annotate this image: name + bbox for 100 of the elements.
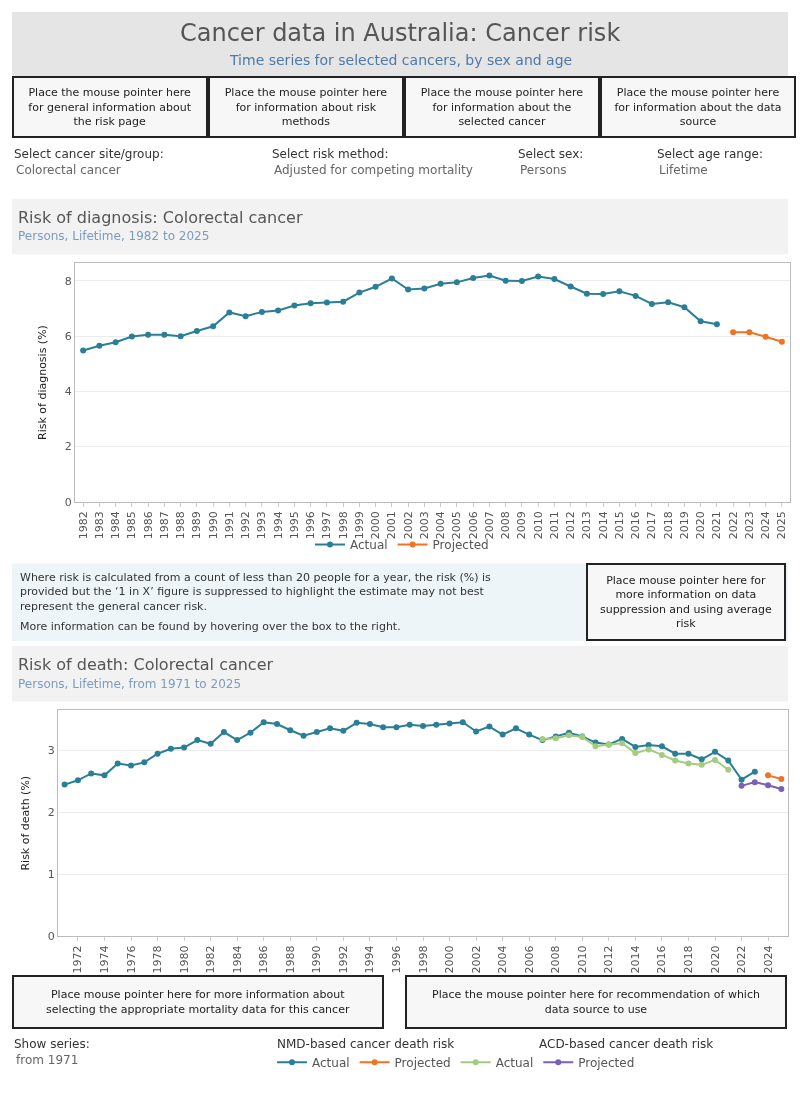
x-tick-label: 1990 [310, 945, 324, 974]
y-axis-title: Risk of diagnosis (%) [36, 325, 50, 441]
point [74, 777, 81, 784]
point [499, 731, 506, 738]
point [80, 347, 87, 354]
point [96, 342, 103, 349]
point [260, 719, 267, 726]
x-tick-label: 2000 [369, 511, 383, 540]
text: Where risk is calculated from a count of less than 20 people for a year, the risk (%) is provided but the ‘1 in X’ figure is suppressed to highlight the estimate may not best represent the general cancer risk. [20, 571, 492, 613]
x-tick-label: 1982 [76, 511, 90, 540]
x-tick-label: 1990 [206, 511, 220, 540]
point [658, 751, 665, 758]
point [778, 776, 785, 783]
x-tick-label: 2005 [450, 511, 464, 540]
x-tick-label: 2008 [549, 945, 563, 974]
text: Place the mouse pointer here for recommendation of which data source to use [432, 988, 760, 1016]
x-tick-label: 1996 [304, 511, 318, 540]
point [725, 757, 732, 764]
x-tick-label: 2001 [385, 511, 399, 540]
point [340, 298, 347, 305]
x-tick-label: 2011 [547, 511, 561, 540]
x-tick-label: 2025 [775, 511, 789, 540]
text: Place the mouse pointer here for general information about the risk page [28, 86, 192, 128]
point [420, 722, 426, 729]
point [405, 286, 412, 293]
point [128, 762, 134, 769]
point [372, 283, 379, 290]
point [685, 760, 692, 767]
text: Place mouse pointer here for more information about selecting the appropriate mortality data for this cancer [46, 988, 350, 1016]
point [193, 327, 200, 334]
point [518, 277, 525, 284]
point [220, 729, 227, 736]
point [470, 274, 477, 281]
x-tick-label: 2006 [466, 511, 480, 540]
text: Time series for selected cancers, by sex and age [229, 52, 573, 68]
text: NMD-based cancer death risk [277, 1037, 455, 1051]
y-tick-label: 0 [64, 495, 72, 509]
point [300, 732, 307, 739]
x-tick-label: 2010 [575, 945, 589, 974]
x-tick-label: 2023 [742, 511, 756, 540]
x-tick-label: 1976 [124, 945, 138, 974]
point [406, 721, 413, 728]
x-tick-label: 1987 [157, 511, 171, 540]
chart-subtitle: Persons, Lifetime, from 1971 to 2025 [18, 677, 242, 691]
point [751, 768, 758, 775]
x-tick-label: 2014 [628, 945, 642, 974]
text: ACD-based cancer death risk [539, 1037, 714, 1051]
point [592, 743, 599, 750]
point [453, 279, 460, 286]
point [353, 719, 360, 726]
x-tick-label: 1994 [363, 945, 377, 974]
point [616, 288, 623, 295]
x-tick-label: 2009 [515, 511, 529, 540]
point [393, 724, 400, 731]
x-tick-label: 2008 [499, 511, 513, 540]
text: More information can be found by hovering over the box to the right. [20, 620, 401, 633]
x-tick-label: 1983 [92, 511, 106, 540]
x-tick-label: 2020 [694, 511, 708, 540]
x-tick-label: 2019 [677, 511, 691, 540]
x-tick-label: 1994 [271, 511, 285, 540]
text: Select cancer site/group: [14, 147, 164, 161]
x-tick-label: 2022 [726, 511, 740, 540]
point [446, 720, 453, 727]
point [88, 770, 95, 777]
text: Colorectal cancer [16, 163, 121, 177]
point [738, 782, 745, 789]
x-tick-label: 2006 [522, 945, 536, 974]
x-tick-label: 2000 [443, 945, 457, 974]
x-tick-label: 2018 [682, 945, 696, 974]
text: Adjusted for competing mortality [274, 163, 473, 177]
text: Place the mouse pointer here for information about the selected cancer [420, 86, 584, 128]
x-tick-label: 2016 [629, 511, 643, 540]
point [698, 756, 705, 763]
text: Select age range: [657, 147, 763, 161]
point [600, 290, 607, 297]
point [177, 333, 184, 340]
y-tick-label: 8 [64, 274, 72, 288]
point [765, 772, 772, 779]
x-tick-label: 1984 [230, 945, 244, 974]
point [512, 725, 519, 732]
legend-label: Actual [495, 1055, 534, 1070]
point [658, 743, 665, 750]
point [526, 731, 533, 738]
x-tick-label: 2016 [655, 945, 669, 974]
x-tick-label: 2007 [482, 511, 496, 540]
point [101, 772, 108, 779]
point [672, 750, 679, 757]
point [128, 333, 135, 340]
point [154, 750, 161, 757]
point [502, 277, 509, 284]
text: Place the mouse pointer here for information about the data source [614, 86, 782, 128]
point [486, 272, 493, 279]
legend-label: Actual [312, 1055, 350, 1070]
x-tick-label: 2012 [602, 945, 616, 974]
x-tick-label: 2002 [469, 945, 483, 974]
x-tick-label: 1972 [71, 945, 85, 974]
y-tick-label: 1 [47, 868, 55, 882]
text: Place the mouse pointer here for information about risk methods [224, 86, 388, 128]
x-tick-label: 2004 [434, 511, 448, 540]
x-tick-label: 1992 [336, 945, 350, 974]
